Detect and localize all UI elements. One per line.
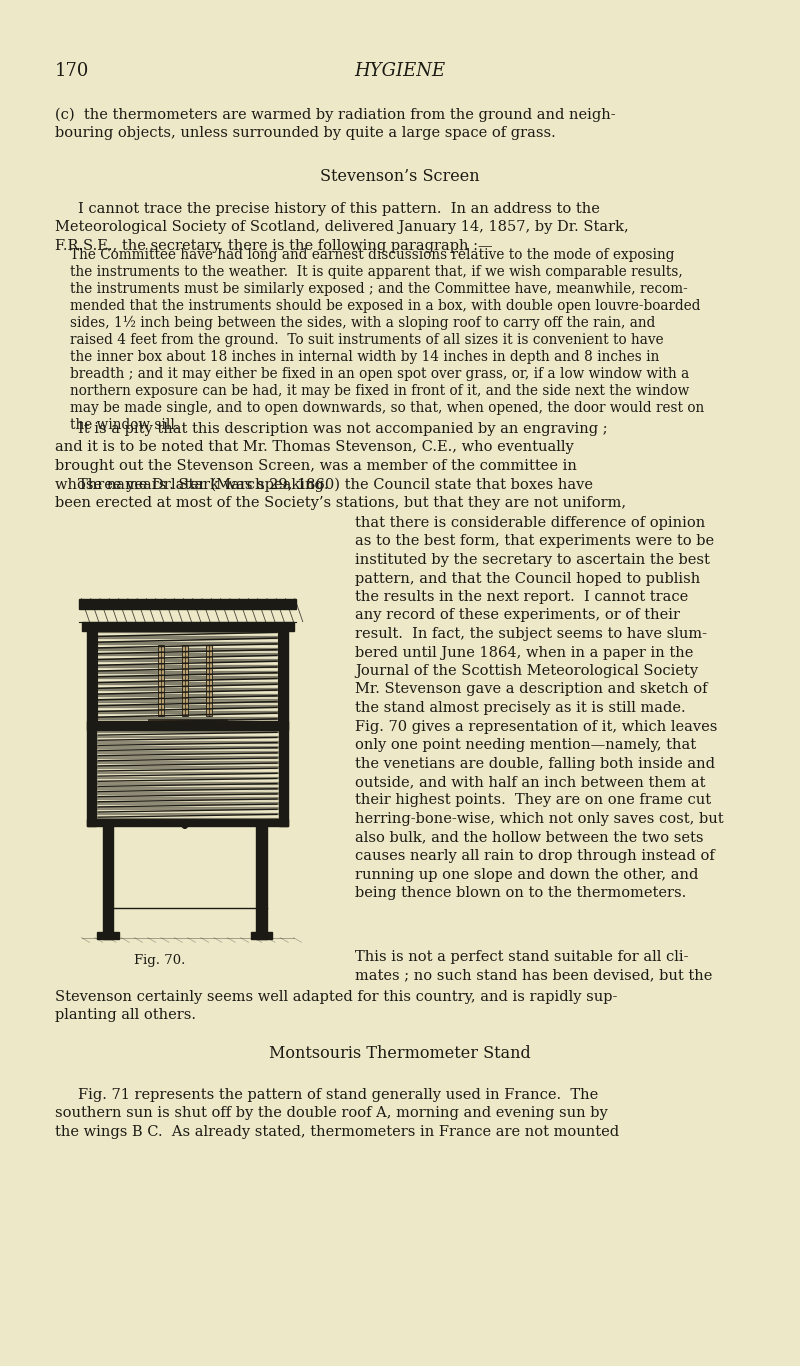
- Text: the window sill.: the window sill.: [70, 418, 179, 432]
- Text: I cannot trace the precise history of this pattern.  In an address to the: I cannot trace the precise history of th…: [78, 202, 600, 216]
- Text: Montsouris Thermometer Stand: Montsouris Thermometer Stand: [269, 1045, 531, 1061]
- Text: instituted by the secretary to ascertain the best: instituted by the secretary to ascertain…: [355, 553, 710, 567]
- Bar: [87, 627, 96, 826]
- Text: result.  In fact, the subject seems to have slum-: result. In fact, the subject seems to ha…: [355, 627, 707, 641]
- Bar: [82, 622, 294, 631]
- Text: Three years later (March 29, 1860) the Council state that boxes have: Three years later (March 29, 1860) the C…: [78, 478, 593, 492]
- Bar: [79, 598, 296, 609]
- Text: brought out the Stevenson Screen, was a member of the committee in: brought out the Stevenson Screen, was a …: [55, 459, 577, 473]
- Text: Stevenson’s Screen: Stevenson’s Screen: [320, 168, 480, 184]
- Text: It is a pity that this description was not accompanied by an engraving ;: It is a pity that this description was n…: [78, 422, 608, 436]
- Text: northern exposure can be had, it may be fixed in front of it, and the side next : northern exposure can be had, it may be …: [70, 384, 690, 398]
- Text: Fig. 71 represents the pattern of stand generally used in France.  The: Fig. 71 represents the pattern of stand …: [78, 1087, 598, 1102]
- Bar: [87, 721, 288, 729]
- Text: (c)  the thermometers are warmed by radiation from the ground and neigh-: (c) the thermometers are warmed by radia…: [55, 108, 616, 123]
- Text: the inner box about 18 inches in internal width by 14 inches in depth and 8 inch: the inner box about 18 inches in interna…: [70, 350, 659, 363]
- Bar: [279, 627, 288, 826]
- Text: only one point needing mention—namely, that: only one point needing mention—namely, t…: [355, 738, 696, 753]
- Text: mates ; no such stand has been devised, but the: mates ; no such stand has been devised, …: [355, 968, 712, 982]
- Bar: [102, 826, 114, 940]
- Text: 170: 170: [55, 61, 90, 81]
- Text: pattern, and that the Council hoped to publish: pattern, and that the Council hoped to p…: [355, 571, 700, 586]
- Text: as to the best form, that experiments were to be: as to the best form, that experiments we…: [355, 534, 714, 549]
- Bar: [158, 645, 164, 716]
- Text: any record of these experiments, or of their: any record of these experiments, or of t…: [355, 608, 680, 623]
- Text: planting all others.: planting all others.: [55, 1008, 196, 1023]
- Text: their highest points.  They are on one frame cut: their highest points. They are on one fr…: [355, 794, 711, 807]
- Text: bouring objects, unless surrounded by quite a large space of grass.: bouring objects, unless surrounded by qu…: [55, 127, 556, 141]
- Text: also bulk, and the hollow between the two sets: also bulk, and the hollow between the tw…: [355, 831, 703, 844]
- Text: This is not a perfect stand suitable for all cli-: This is not a perfect stand suitable for…: [355, 949, 689, 964]
- Bar: [206, 645, 212, 716]
- Circle shape: [182, 820, 188, 828]
- Bar: [251, 933, 272, 940]
- Text: the stand almost precisely as it is still made.: the stand almost precisely as it is stil…: [355, 701, 686, 714]
- Text: southern sun is shut off by the double roof A, morning and evening sun by: southern sun is shut off by the double r…: [55, 1106, 608, 1120]
- Text: the wings B C.  As already stated, thermometers in France are not mounted: the wings B C. As already stated, thermo…: [55, 1126, 619, 1139]
- Text: whose name Dr. Stark was speaking.: whose name Dr. Stark was speaking.: [55, 478, 329, 492]
- Text: the instruments must be similarly exposed ; and the Committee have, meanwhile, r: the instruments must be similarly expose…: [70, 281, 688, 296]
- Text: Fig. 70 gives a representation of it, which leaves: Fig. 70 gives a representation of it, wh…: [355, 720, 718, 734]
- Text: raised 4 feet from the ground.  To suit instruments of all sizes it is convenien: raised 4 feet from the ground. To suit i…: [70, 333, 664, 347]
- Text: sides, 1½ inch being between the sides, with a sloping roof to carry off the rai: sides, 1½ inch being between the sides, …: [70, 316, 655, 331]
- Text: HYGIENE: HYGIENE: [354, 61, 446, 81]
- Text: F.R.S.E., the secretary, there is the following paragraph :—: F.R.S.E., the secretary, there is the fo…: [55, 239, 493, 253]
- Text: Journal of the Scottish Meteorological Society: Journal of the Scottish Meteorological S…: [355, 664, 698, 678]
- Bar: [257, 826, 267, 940]
- Bar: [98, 933, 118, 940]
- Bar: [87, 818, 288, 826]
- Text: Fig. 70.: Fig. 70.: [134, 953, 186, 967]
- Text: Mr. Stevenson gave a description and sketch of: Mr. Stevenson gave a description and ske…: [355, 683, 707, 697]
- Text: the instruments to the weather.  It is quite apparent that, if we wish comparabl: the instruments to the weather. It is qu…: [70, 265, 682, 279]
- Text: herring-bone-wise, which not only saves cost, but: herring-bone-wise, which not only saves …: [355, 811, 724, 826]
- Text: mended that the instruments should be exposed in a box, with double open louvre-: mended that the instruments should be ex…: [70, 299, 701, 313]
- Text: breadth ; and it may either be fixed in an open spot over grass, or, if a low wi: breadth ; and it may either be fixed in …: [70, 367, 690, 381]
- Text: and it is to be noted that Mr. Thomas Stevenson, C.E., who eventually: and it is to be noted that Mr. Thomas St…: [55, 440, 574, 455]
- Text: been erected at most of the Society’s stations, but that they are not uniform,: been erected at most of the Society’s st…: [55, 496, 626, 511]
- Text: causes nearly all rain to drop through instead of: causes nearly all rain to drop through i…: [355, 850, 714, 863]
- Text: running up one slope and down the other, and: running up one slope and down the other,…: [355, 867, 698, 881]
- Bar: [148, 720, 227, 727]
- Bar: [182, 645, 188, 716]
- Text: outside, and with half an inch between them at: outside, and with half an inch between t…: [355, 775, 706, 790]
- Text: being thence blown on to the thermometers.: being thence blown on to the thermometer…: [355, 887, 686, 900]
- Text: Stevenson certainly seems well adapted for this country, and is rapidly sup-: Stevenson certainly seems well adapted f…: [55, 990, 618, 1004]
- Text: bered until June 1864, when in a paper in the: bered until June 1864, when in a paper i…: [355, 646, 694, 660]
- Text: the results in the next report.  I cannot trace: the results in the next report. I cannot…: [355, 590, 688, 604]
- Text: may be made single, and to open downwards, so that, when opened, the door would : may be made single, and to open downward…: [70, 402, 704, 415]
- Text: the venetians are double, falling both inside and: the venetians are double, falling both i…: [355, 757, 715, 770]
- Text: that there is considerable difference of opinion: that there is considerable difference of…: [355, 516, 706, 530]
- Text: Meteorological Society of Scotland, delivered January 14, 1857, by Dr. Stark,: Meteorological Society of Scotland, deli…: [55, 220, 629, 235]
- Text: The Committee have had long and earnest discussions relative to the mode of expo: The Committee have had long and earnest …: [70, 249, 674, 262]
